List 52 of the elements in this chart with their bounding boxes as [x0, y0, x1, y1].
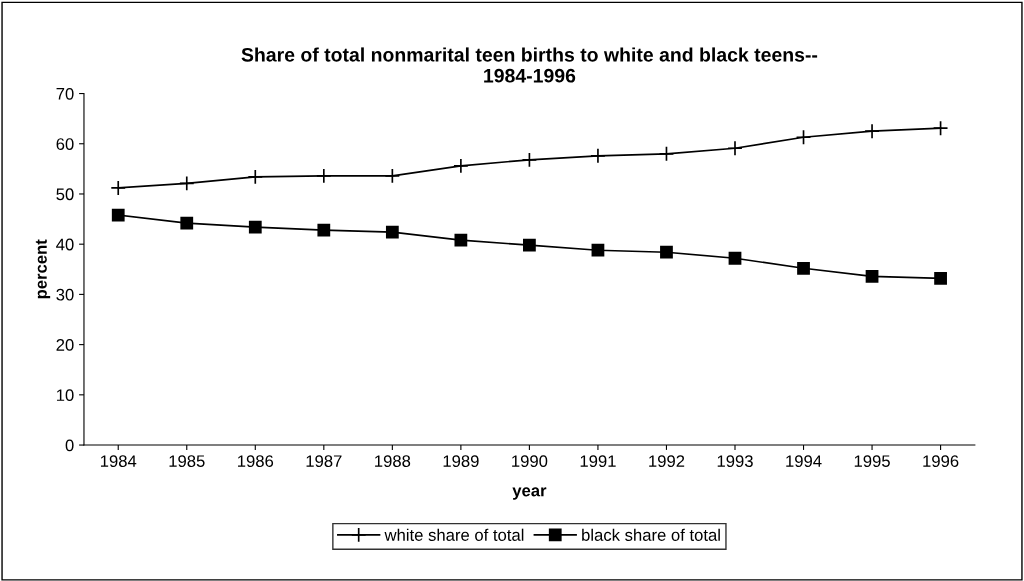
- x-tick-label: 1986: [238, 455, 274, 468]
- point: [247, 169, 264, 185]
- x-tick-label: 1991: [580, 455, 616, 468]
- x-tick-label: 1987: [306, 455, 342, 468]
- point: [521, 152, 538, 168]
- point: [660, 245, 673, 259]
- point: [523, 238, 536, 252]
- y-tick-label: 50: [56, 188, 74, 201]
- x-axis-title: year: [512, 487, 547, 500]
- y-tick-label: 60: [56, 138, 74, 150]
- point: [728, 251, 742, 265]
- y-tick-label: 20: [56, 339, 74, 351]
- x-tick-label: 1993: [717, 455, 753, 468]
- y-tick-label: 70: [56, 87, 74, 100]
- x-tick-label: 1985: [169, 455, 205, 468]
- point: [317, 223, 331, 237]
- legend-label: black share of total: [582, 528, 720, 541]
- x-tick-label: 1996: [923, 455, 959, 468]
- point: [180, 216, 194, 230]
- y-tick-label: 40: [56, 238, 74, 251]
- point: [658, 146, 675, 162]
- point: [385, 225, 399, 239]
- point: [384, 168, 401, 184]
- legend-label: white share of total: [384, 528, 524, 541]
- point: [454, 233, 468, 247]
- point: [110, 180, 127, 196]
- x-tick-label: 1992: [649, 455, 685, 468]
- y-tick-label: 30: [56, 288, 74, 301]
- point: [591, 243, 605, 257]
- x-tick-label: 1994: [786, 455, 822, 468]
- x-tick-label: 1995: [854, 455, 890, 468]
- point: [727, 140, 743, 157]
- y-tick-label: 10: [56, 389, 74, 402]
- point: [795, 129, 812, 146]
- x-tick-label: 1984: [100, 455, 137, 468]
- point: [797, 261, 810, 275]
- x-tick-label: 1990: [512, 455, 548, 468]
- x-tick-label: 1988: [375, 455, 411, 468]
- point: [316, 168, 332, 184]
- point: [590, 148, 606, 164]
- point: [864, 123, 880, 139]
- point: [453, 158, 469, 174]
- y-axis-title: percent: [35, 239, 51, 299]
- point: [932, 120, 949, 136]
- y-tick-label: 0: [65, 439, 74, 452]
- point: [248, 220, 262, 234]
- chart-title: Share of total nonmarital teen births to white and black teens-- 1984-1996: [241, 47, 818, 83]
- point: [934, 271, 947, 285]
- point: [111, 208, 125, 222]
- point: [178, 175, 195, 192]
- x-tick-label: 1989: [443, 455, 479, 468]
- point: [865, 269, 879, 283]
